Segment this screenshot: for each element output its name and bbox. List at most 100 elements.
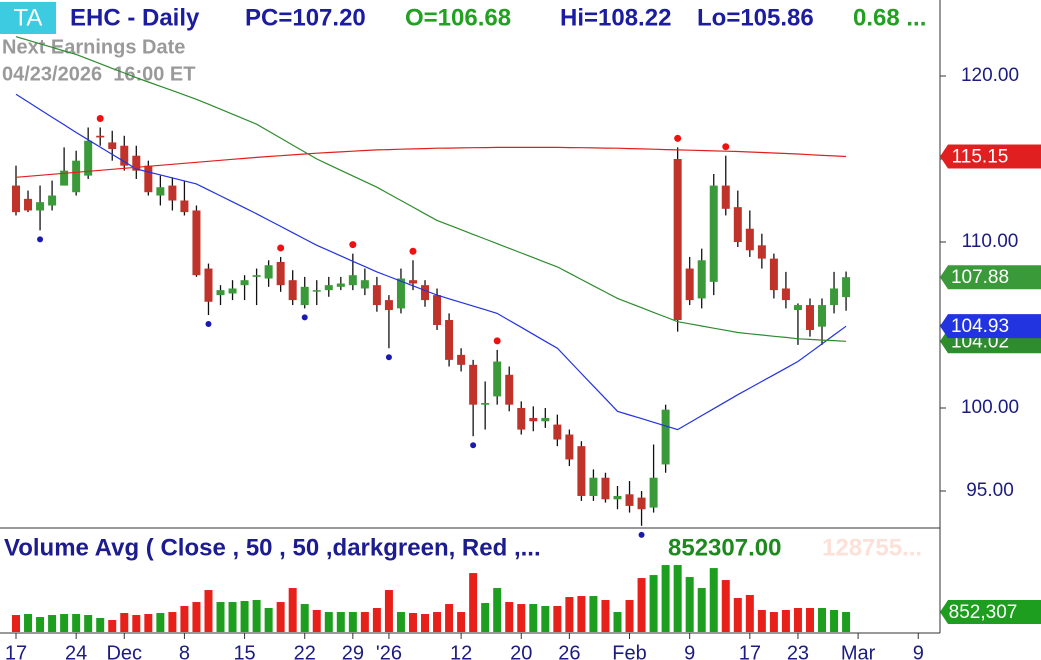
- high-marker: [349, 241, 357, 249]
- volume-title: Volume Avg ( Close , 50 , 50 ,darkgreen,…: [4, 534, 541, 561]
- x-tick-label: 12: [450, 642, 472, 660]
- volume-bar: [505, 602, 514, 632]
- volume-bar: [818, 608, 827, 632]
- low-marker: [205, 321, 212, 328]
- header-stat: Lo=105.86: [697, 4, 814, 31]
- volume-bar: [84, 615, 93, 632]
- x-tick-label: Feb: [612, 642, 646, 660]
- candle-body: [60, 170, 69, 186]
- x-tick-label: Mar: [841, 642, 876, 660]
- candle-body: [637, 497, 646, 510]
- volume-bar: [842, 612, 851, 632]
- volume-bar: [144, 614, 153, 632]
- volume-bar: [709, 568, 718, 632]
- candle-body: [673, 159, 682, 321]
- candle-body: [733, 207, 742, 243]
- candle-body: [24, 198, 33, 211]
- volume-bar: [493, 588, 502, 632]
- volume-bar: [168, 612, 177, 632]
- volume-bar: [661, 565, 670, 632]
- volume-bar: [793, 608, 802, 632]
- volume-bar: [637, 578, 646, 632]
- candle-body: [830, 288, 839, 306]
- volume-bar: [204, 590, 213, 632]
- candle-body: [120, 145, 129, 166]
- volume-bar: [733, 598, 742, 632]
- moving-average-line: [15, 36, 847, 342]
- volume-bar: [48, 615, 57, 632]
- last-value-label: 104.93: [951, 316, 1009, 337]
- last-value-label-box: [940, 314, 1041, 339]
- candle-body: [312, 290, 321, 292]
- x-tick-label: 23: [787, 642, 809, 660]
- candle-body: [288, 280, 297, 301]
- candle-body: [577, 446, 586, 496]
- header-stat: Hi=108.22: [560, 4, 671, 31]
- candle-body: [300, 286, 309, 306]
- candle-body: [180, 200, 189, 213]
- candle-body: [48, 195, 57, 206]
- volume-bar: [541, 606, 550, 632]
- volume-bar: [685, 577, 694, 632]
- candle-body: [589, 477, 598, 496]
- candle-body: [793, 305, 802, 311]
- last-volume-label: 852,307: [949, 602, 1018, 623]
- volume-bar: [481, 603, 490, 632]
- candle-body: [216, 290, 225, 296]
- volume-bar: [769, 612, 778, 632]
- header-stat: PC=107.20: [245, 4, 366, 31]
- high-marker: [722, 143, 730, 151]
- candle-body: [384, 300, 393, 311]
- volume-bar: [132, 615, 141, 632]
- candle-body: [709, 185, 718, 282]
- volume-bar: [421, 614, 430, 632]
- last-close-label: 107.88: [951, 267, 1009, 288]
- header-stat: O=106.68: [405, 4, 511, 31]
- candle-body: [805, 305, 814, 330]
- candle-body: [649, 477, 658, 508]
- volume-bar: [12, 615, 20, 632]
- low-marker: [37, 236, 44, 243]
- volume-bar: [553, 606, 562, 632]
- moving-average-line: [15, 146, 847, 178]
- x-tick-label: 26: [558, 642, 580, 660]
- volume-bar: [300, 604, 309, 632]
- candle-body: [685, 268, 694, 301]
- volume-bar: [445, 604, 454, 632]
- volume-bar: [697, 588, 706, 632]
- x-tick-label: 15: [233, 642, 255, 660]
- candle-body: [12, 185, 20, 213]
- volume-bar: [288, 588, 297, 632]
- candle-body: [613, 495, 622, 500]
- volume-bar: [24, 614, 33, 632]
- volume-bar: [240, 601, 249, 632]
- last-close-label-box: [940, 265, 1041, 290]
- volume-bar: [577, 596, 586, 632]
- volume-bar: [457, 612, 466, 632]
- moving-average-line: [15, 93, 847, 431]
- last-value-label-box: [940, 144, 1041, 169]
- x-tick-label: Dec: [106, 642, 142, 660]
- volume-bar: [252, 600, 261, 632]
- high-marker: [409, 247, 417, 255]
- candle-body: [493, 361, 502, 397]
- candle-body: [204, 268, 213, 302]
- candle-body: [336, 283, 345, 287]
- volume-bar: [336, 612, 345, 632]
- volume-bar: [601, 600, 610, 632]
- candle-body: [72, 160, 81, 193]
- volume-bar: [433, 612, 442, 632]
- high-marker: [96, 114, 104, 122]
- low-marker: [470, 442, 477, 449]
- badge-box: [0, 2, 56, 34]
- volume-bar: [312, 610, 321, 632]
- chart-title: EHC - Daily: [70, 4, 200, 31]
- volume-bar: [745, 595, 754, 632]
- x-tick-label: 9: [913, 642, 924, 660]
- candle-body: [36, 202, 45, 211]
- y-tick-label: 100.00: [961, 397, 1019, 418]
- volume-bar: [264, 608, 273, 632]
- volume-bar: [613, 612, 622, 632]
- volume-bar: [324, 612, 333, 632]
